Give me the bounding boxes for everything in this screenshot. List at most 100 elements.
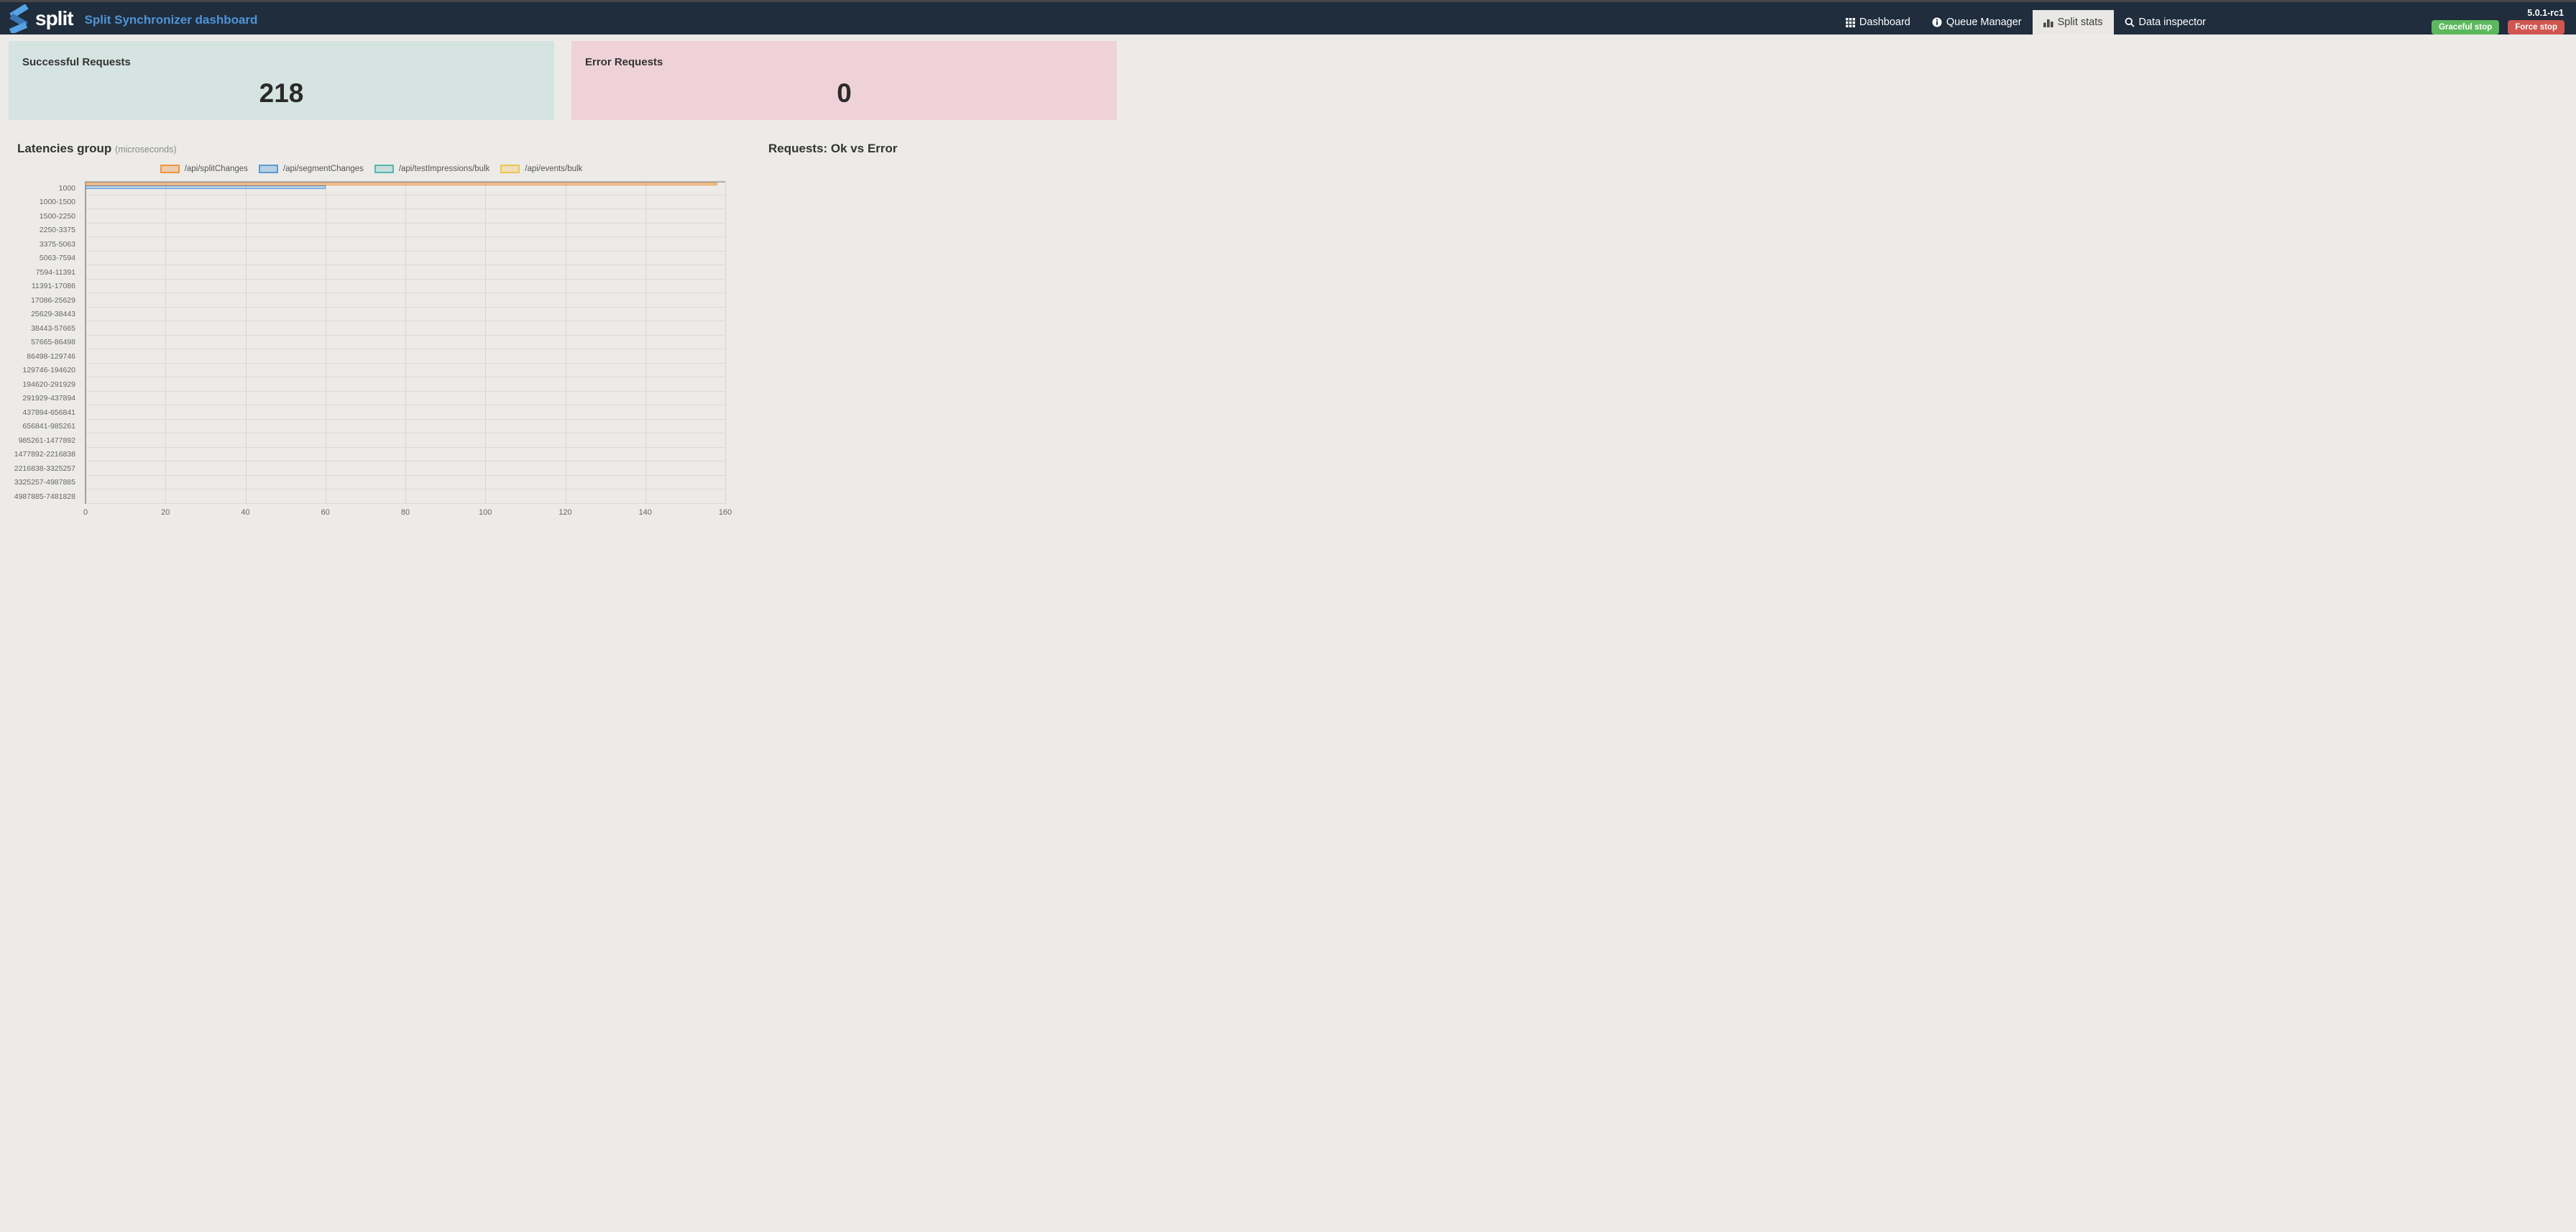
latency-bucket-row: 11391-17086 — [32, 280, 725, 293]
latencies-bar-chart: 0 20 40 60 80 100 120 140 160 1000 1000-1500 1500-2… — [14, 181, 732, 517]
latency-bucket-row: 3325257-4987885 — [14, 476, 725, 489]
info-icon — [1932, 17, 1942, 27]
nav-item-split-stats[interactable]: Split stats — [2032, 10, 2114, 35]
grid-icon — [1845, 17, 1855, 27]
latency-bucket-row: 291929-437894 — [22, 392, 725, 405]
x-axis-tick-label: 120 — [558, 508, 572, 517]
successful-requests-card: Successful Requests 218 — [9, 41, 554, 120]
latency-bucket-row: 4987885-7481828 — [14, 489, 725, 504]
split-logo-icon — [7, 4, 30, 33]
y-axis-tick-label: 3325257-4987885 — [14, 478, 75, 487]
y-axis-tick-label: 7594-11391 — [35, 267, 75, 277]
latency-bucket-row: 7594-11391 — [36, 265, 725, 280]
x-axis-tick-label: 40 — [241, 508, 250, 517]
latency-bucket-row: 38443-57665 — [31, 321, 725, 336]
nav-item-label: Dashboard — [1859, 17, 1910, 28]
latency-bucket-row: 3375-5063 — [40, 237, 725, 252]
legend-item-events[interactable]: /api/events/bulk — [500, 165, 582, 173]
error-requests-count: 0 — [837, 78, 852, 108]
latency-bucket-row: 194620-291929 — [22, 377, 725, 392]
gridline — [485, 181, 487, 504]
nav-item-label: Queue Manager — [1946, 17, 2022, 28]
brand-name: split — [35, 6, 74, 29]
y-axis-tick-label: 437894-656841 — [22, 408, 75, 417]
x-axis-tick-label: 80 — [400, 508, 410, 517]
latency-bucket-row: 985261-1477892 — [19, 433, 725, 448]
y-axis-tick-label: 25629-38443 — [31, 310, 75, 319]
x-axis-tick-label: 0 — [83, 508, 88, 517]
y-axis-tick-label: 3375-5063 — [39, 239, 75, 249]
latency-bar — [86, 183, 717, 186]
latency-bucket-row: 17086-25629 — [31, 293, 725, 308]
bar-chart-icon — [2043, 18, 2053, 27]
latency-bucket-row: 86498-129746 — [27, 349, 725, 364]
legend-swatch — [374, 165, 394, 173]
x-axis-tick-label: 160 — [718, 508, 732, 517]
latency-bucket-row: 1500-2250 — [40, 209, 725, 224]
y-axis-tick-label: 194620-291929 — [22, 380, 75, 389]
y-axis-tick-label: 1000-1500 — [39, 198, 75, 207]
requests-ok-vs-error-title: Requests: Ok vs Error — [768, 142, 898, 155]
nav-menu: Dashboard Queue Manager Split stats — [1835, 2, 2217, 35]
gridline — [245, 181, 247, 504]
gridline — [405, 181, 406, 504]
y-axis-line — [85, 181, 86, 504]
latency-bucket-row: 5063-7594 — [40, 252, 725, 265]
navbar: split Split Synchronizer dashboard Dashb… — [0, 2, 2576, 35]
graceful-stop-button[interactable]: Graceful stop — [2432, 20, 2500, 35]
gridline — [165, 181, 167, 504]
y-axis-tick-label: 86498-129746 — [27, 351, 75, 361]
page-title: Split Synchronizer dashboard — [84, 12, 258, 27]
legend-item-testimpressions[interactable]: /api/testImpressions/bulk — [374, 165, 489, 173]
nav-item-dashboard[interactable]: Dashboard — [1835, 10, 1921, 35]
search-icon — [2125, 17, 2135, 27]
legend-swatch — [500, 165, 520, 173]
latency-bucket-row: 129746-194620 — [22, 364, 725, 377]
nav-item-data-inspector[interactable]: Data inspector — [2114, 10, 2217, 35]
legend-item-segmentchanges[interactable]: /api/segmentChanges — [258, 165, 364, 173]
y-axis-tick-label: 2216838-3325257 — [14, 464, 75, 473]
latency-bucket-row: 656841-985261 — [22, 420, 725, 433]
y-axis-tick-label: 17086-25629 — [31, 295, 75, 305]
x-axis-tick-label: 100 — [479, 508, 492, 517]
latency-bucket-row: 1000 — [59, 181, 725, 196]
x-axis-tick-label: 140 — [638, 508, 652, 517]
chart-legend: /api/splitChanges /api/segmentChanges /a… — [17, 165, 725, 173]
nav-item-queue-manager[interactable]: Queue Manager — [1921, 10, 2033, 35]
legend-item-splitchanges[interactable]: /api/splitChanges — [160, 165, 248, 173]
version-label: 5.0.1-rc1 — [2527, 8, 2564, 18]
successful-requests-count: 218 — [259, 78, 304, 108]
y-axis-tick-label: 4987885-7481828 — [14, 492, 75, 501]
latencies-chart-title: Latencies group (microseconds) — [17, 142, 177, 155]
y-axis-tick-label: 985261-1477892 — [18, 436, 75, 445]
y-axis-tick-label: 5063-7594 — [39, 254, 75, 263]
gridline — [725, 181, 726, 504]
y-axis-tick-label: 11391-17086 — [31, 282, 75, 291]
y-axis-tick-label: 1500-2250 — [39, 211, 75, 221]
y-axis-tick-label: 291929-437894 — [22, 394, 75, 403]
latency-bucket-row: 2250-3375 — [40, 224, 725, 237]
nav-item-label: Split stats — [2057, 17, 2103, 28]
card-title: Successful Requests — [22, 56, 131, 68]
latencies-chart-unit: (microseconds) — [115, 144, 177, 155]
latency-bucket-row: 1000-1500 — [40, 196, 725, 209]
nav-item-label: Data inspector — [2138, 17, 2207, 28]
y-axis-tick-label: 129746-194620 — [22, 366, 75, 375]
error-requests-card: Error Requests 0 — [571, 41, 1117, 120]
legend-swatch — [160, 165, 180, 173]
y-axis-tick-label: 2250-3375 — [39, 226, 75, 235]
legend-swatch — [258, 165, 278, 173]
force-stop-button[interactable]: Force stop — [2508, 20, 2564, 35]
latency-bucket-row: 437894-656841 — [22, 405, 725, 420]
x-axis-tick-label: 60 — [321, 508, 330, 517]
latency-bucket-row: 25629-38443 — [31, 308, 725, 321]
latency-bucket-row: 2216838-3325257 — [14, 461, 725, 476]
card-title: Error Requests — [585, 56, 663, 68]
latency-bucket-row: 57665-86498 — [31, 336, 725, 349]
y-axis-tick-label: 38443-57665 — [31, 323, 75, 333]
x-axis-tick-label: 20 — [161, 508, 170, 517]
window-top-edge — [0, 0, 2576, 2]
stop-buttons: Graceful stop Force stop — [2432, 20, 2564, 35]
y-axis-tick-label: 656841-985261 — [22, 422, 75, 431]
y-axis-tick-label: 1477892-2216838 — [14, 450, 75, 459]
